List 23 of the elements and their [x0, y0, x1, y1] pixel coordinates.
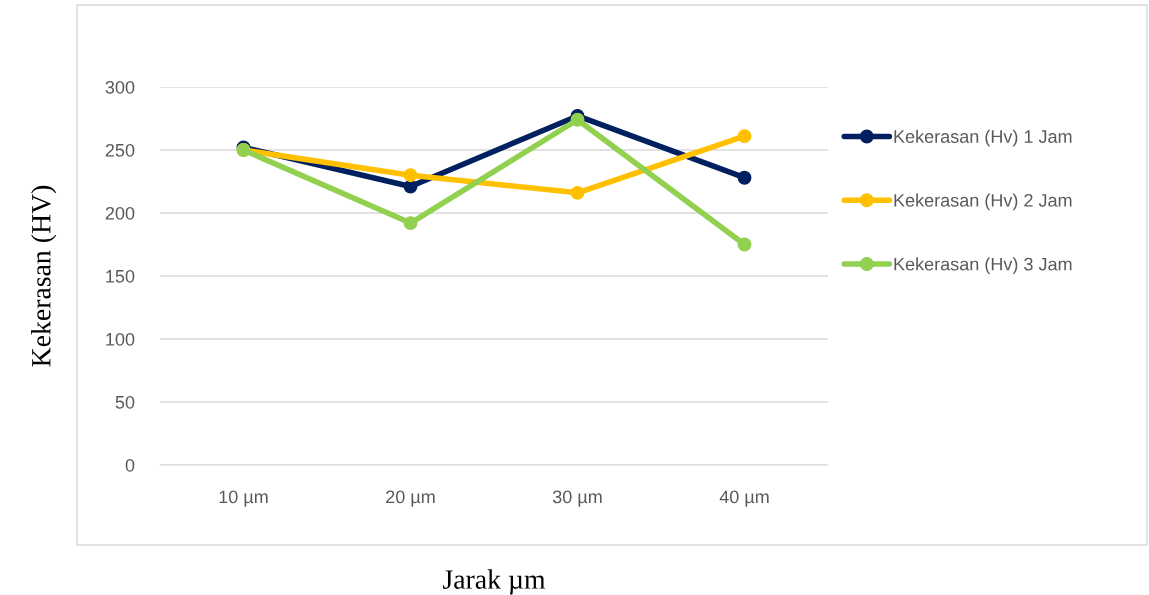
- y-tick-label: 0: [125, 458, 135, 472]
- point: [737, 129, 752, 144]
- y-tick-label: 100: [106, 332, 135, 346]
- point: [403, 168, 418, 183]
- legend-label: Kekerasan (Hv) 1 Jam: [894, 129, 1072, 147]
- x-tick-label: 40 µm: [719, 490, 769, 507]
- y-tick-label: 150: [106, 269, 135, 283]
- legend-label: Kekerasan (Hv) 3 Jam: [894, 257, 1072, 275]
- y-tick-label: 200: [105, 206, 135, 220]
- point: [570, 112, 585, 127]
- point: [403, 216, 418, 231]
- legend-label: Kekerasan (Hv) 2 Jam: [894, 193, 1072, 211]
- y-tick-label: 300: [105, 80, 135, 94]
- x-axis-title: Jarak µm: [443, 569, 546, 595]
- y-tick-label: 50: [115, 395, 135, 409]
- point: [570, 185, 585, 200]
- y-axis-title: Kekerasan (HV): [31, 185, 57, 367]
- point: [737, 237, 752, 252]
- x-tick-label: 30 µm: [552, 490, 602, 507]
- x-tick-label: 20 µm: [386, 490, 435, 507]
- y-tick-label: 250: [105, 143, 135, 157]
- point: [737, 170, 752, 185]
- x-tick-label: 10 µm: [219, 490, 268, 507]
